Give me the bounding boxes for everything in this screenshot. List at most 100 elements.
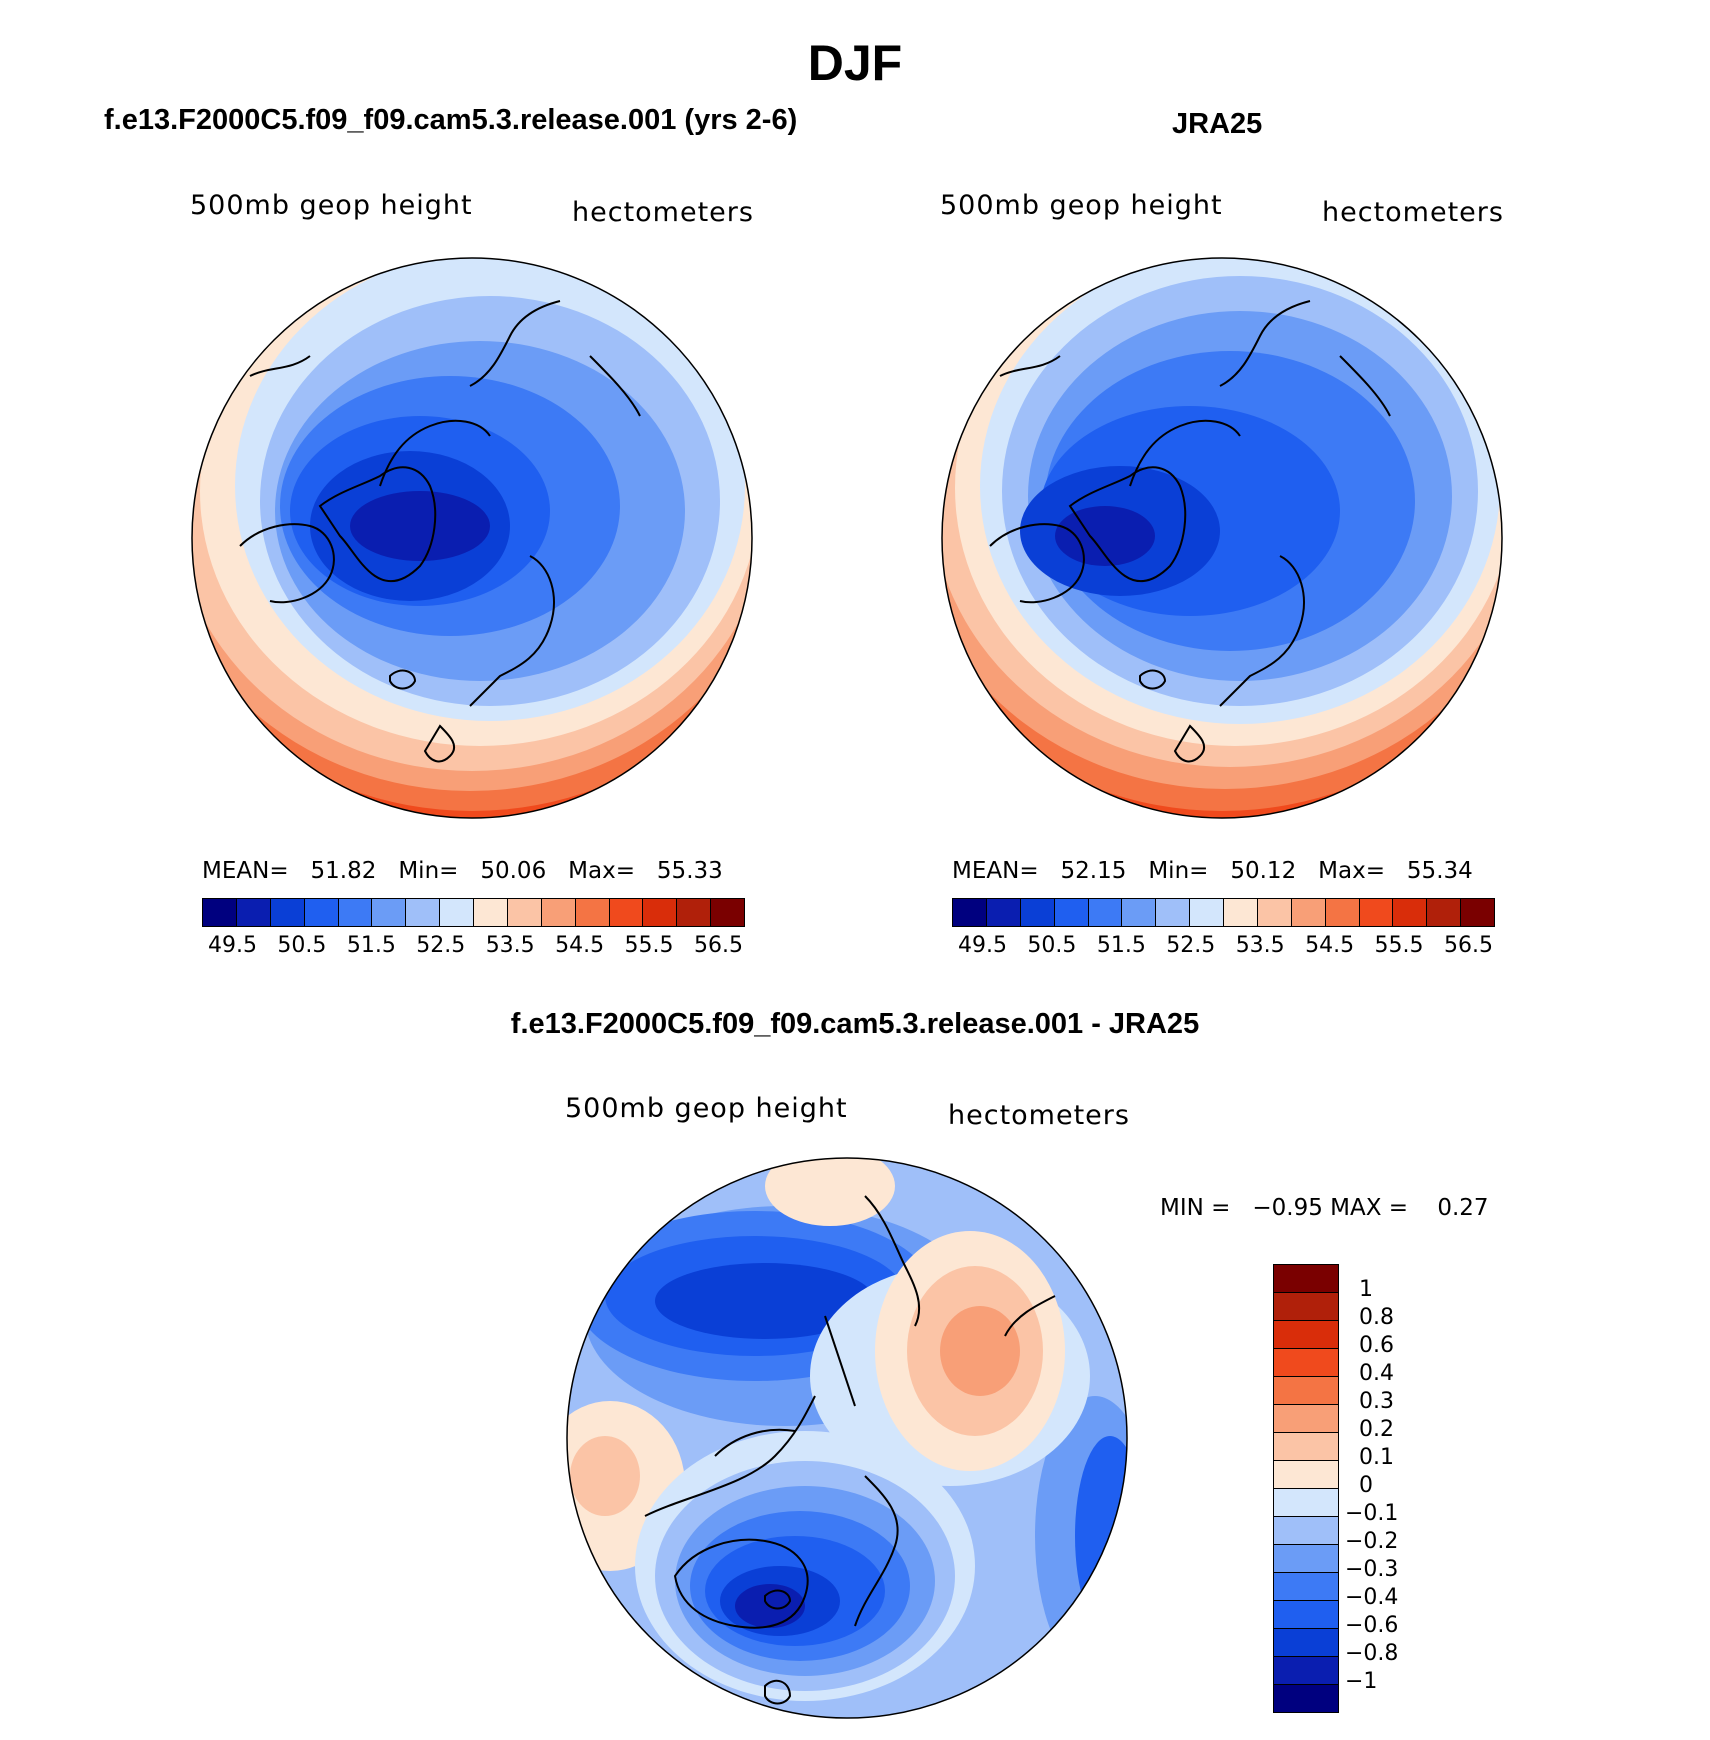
colorbar-swatch <box>711 899 744 926</box>
colorbar-tick-label: 53.5 <box>1235 933 1285 958</box>
model-min-label: Min= <box>398 858 459 884</box>
diff-field-band <box>765 1158 895 1226</box>
colorbar-tick-label: −0.6 <box>1345 1613 1399 1638</box>
diff-map-border <box>566 1157 1128 1719</box>
diff-variable-label: 500mb geop height <box>565 1093 848 1124</box>
obs-min-label: Min= <box>1148 858 1209 884</box>
colorbar-swatch <box>372 899 407 926</box>
colorbar-swatch <box>1274 1517 1338 1545</box>
obs-mean-label: MEAN= <box>952 858 1039 884</box>
colorbar-swatch <box>304 899 339 926</box>
colorbar-tick-label: 51.5 <box>346 933 396 958</box>
colorbar-tick-label: 55.5 <box>624 933 674 958</box>
diff-polar-map <box>566 1157 1128 1719</box>
diff-case-title: f.e13.F2000C5.f09_f09.cam5.3.release.001… <box>510 1008 1200 1040</box>
obs-colorbar <box>952 898 1495 927</box>
colorbar-swatch <box>1054 899 1089 926</box>
colorbar-tick-label: 0.8 <box>1359 1305 1394 1330</box>
colorbar-swatch <box>986 899 1021 926</box>
colorbar-tick-label: 0.6 <box>1359 1333 1394 1358</box>
colorbar-tick-label: −0.4 <box>1345 1585 1399 1610</box>
colorbar-swatch <box>1274 1321 1338 1349</box>
colorbar-swatch <box>270 899 305 926</box>
colorbar-swatch <box>1274 1293 1338 1321</box>
colorbar-swatch <box>1088 899 1123 926</box>
colorbar-swatch <box>1274 1545 1338 1573</box>
colorbar-swatch <box>1274 1405 1338 1433</box>
model-colorbar-swatches <box>202 898 745 927</box>
colorbar-swatch <box>541 899 576 926</box>
colorbar-swatch <box>953 899 987 926</box>
colorbar-tick-label: 50.5 <box>277 933 327 958</box>
diff-colorbar-swatches <box>1273 1264 1339 1713</box>
colorbar-swatch <box>1427 899 1462 926</box>
colorbar-tick-label: −1 <box>1345 1669 1378 1694</box>
model-map-border <box>191 257 753 819</box>
colorbar-swatch <box>406 899 441 926</box>
obs-units-label: hectometers <box>1322 197 1504 228</box>
obs-mean-value: 52.15 <box>1060 858 1127 884</box>
obs-field-band <box>1055 506 1155 566</box>
colorbar-swatch <box>677 899 712 926</box>
colorbar-swatch <box>1461 899 1494 926</box>
model-min-value: 50.06 <box>480 858 547 884</box>
colorbar-swatch <box>236 899 271 926</box>
colorbar-tick-label: 51.5 <box>1096 933 1146 958</box>
colorbar-swatch <box>1274 1265 1338 1293</box>
model-colorbar-ticks: 49.5 50.5 51.5 52.5 53.5 54.5 55.5 56.5 <box>208 933 743 958</box>
colorbar-swatch <box>1274 1601 1338 1629</box>
diff-field-band <box>570 1436 640 1516</box>
obs-variable-label: 500mb geop height <box>940 190 1223 221</box>
colorbar-swatch <box>1190 899 1224 926</box>
colorbar-tick-label: 53.5 <box>485 933 535 958</box>
colorbar-swatch <box>1224 899 1258 926</box>
obs-colorbar-ticks: 49.5 50.5 51.5 52.5 53.5 54.5 55.5 56.5 <box>958 933 1493 958</box>
colorbar-tick-label: 0 <box>1359 1473 1373 1498</box>
diff-field-band <box>940 1306 1020 1396</box>
model-case-title: f.e13.F2000C5.f09_f09.cam5.3.release.001… <box>104 104 798 136</box>
obs-stats: MEAN= 52.15 Min= 50.12 Max= 55.34 <box>952 858 1473 884</box>
obs-colorbar-swatches <box>952 898 1495 927</box>
obs-max-value: 55.34 <box>1406 858 1473 884</box>
obs-max-label: Max= <box>1318 858 1385 884</box>
colorbar-swatch <box>1274 1489 1338 1517</box>
colorbar-swatch <box>609 899 644 926</box>
colorbar-tick-label: 54.5 <box>1305 933 1355 958</box>
model-variable-label: 500mb geop height <box>190 190 473 221</box>
colorbar-swatch <box>1156 899 1191 926</box>
diff-units-label: hectometers <box>948 1100 1130 1131</box>
model-max-label: Max= <box>568 858 635 884</box>
obs-polar-map <box>941 257 1503 819</box>
colorbar-tick-label: −0.1 <box>1345 1501 1399 1526</box>
colorbar-swatch <box>1274 1433 1338 1461</box>
model-field-band <box>350 491 490 561</box>
colorbar-swatch <box>643 899 678 926</box>
colorbar-swatch <box>507 899 542 926</box>
colorbar-swatch <box>1122 899 1157 926</box>
diff-coastlines <box>644 1195 1056 1705</box>
diff-max-value: 0.27 <box>1437 1195 1489 1221</box>
colorbar-tick-label: 1 <box>1359 1277 1373 1302</box>
model-colorbar <box>202 898 745 927</box>
diff-colorbar-ticks: 1 0.8 0.6 0.4 0.3 0.2 0.1 0 −0.1 −0.2 −0.3 −0.4 −0.6… <box>1345 1264 1465 1714</box>
obs-case-title: JRA25 <box>1172 108 1263 140</box>
colorbar-tick-label: 56.5 <box>693 933 743 958</box>
colorbar-tick-label: 54.5 <box>555 933 605 958</box>
colorbar-tick-label: 0.1 <box>1359 1445 1394 1470</box>
obs-coastlines <box>989 300 1391 763</box>
diff-field-band <box>655 1263 875 1339</box>
colorbar-tick-label: 52.5 <box>416 933 466 958</box>
model-stats: MEAN= 51.82 Min= 50.06 Max= 55.33 <box>202 858 723 884</box>
model-coastlines <box>239 300 641 763</box>
colorbar-tick-label: 50.5 <box>1027 933 1077 958</box>
colorbar-tick-label: 52.5 <box>1166 933 1216 958</box>
colorbar-tick-label: −0.3 <box>1345 1557 1399 1582</box>
colorbar-swatch <box>1274 1349 1338 1377</box>
model-mean-value: 51.82 <box>310 858 377 884</box>
colorbar-swatch <box>1274 1657 1338 1685</box>
colorbar-swatch <box>1291 899 1326 926</box>
colorbar-swatch <box>1020 899 1055 926</box>
colorbar-swatch <box>474 899 508 926</box>
model-units-label: hectometers <box>572 197 754 228</box>
colorbar-tick-label: 55.5 <box>1374 933 1424 958</box>
